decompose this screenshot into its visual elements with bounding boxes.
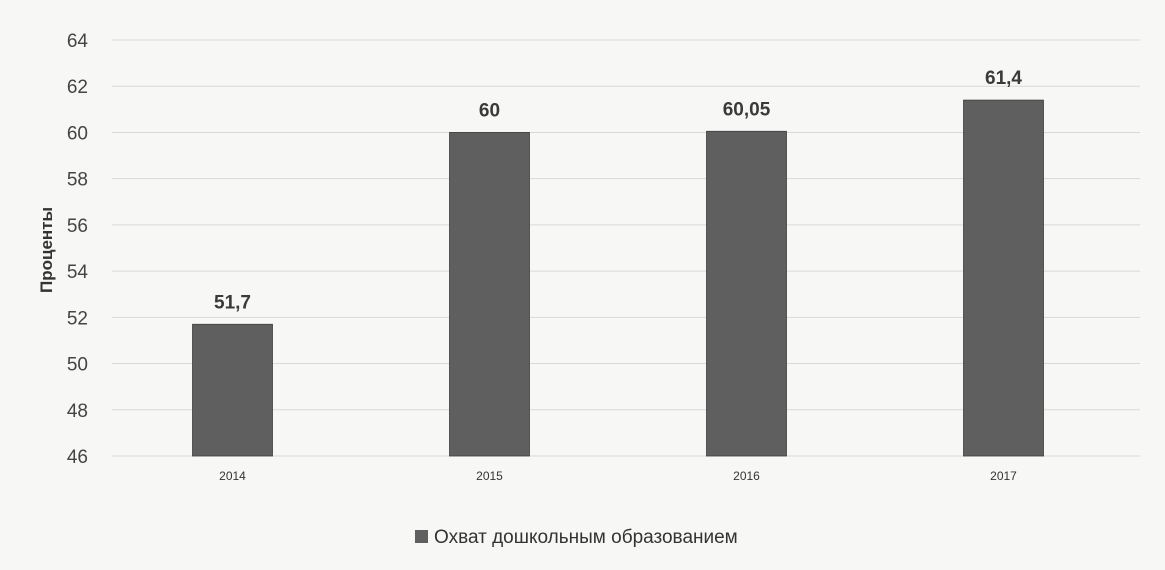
x-tick-label: 2015 [476, 469, 503, 483]
bars [192, 99, 1044, 457]
legend-label: Охват дошкольным образованием [434, 527, 738, 548]
y-axis-title: Проценты [37, 207, 56, 293]
x-tick-label: 2014 [219, 469, 246, 483]
data-label-2015: 60 [479, 100, 500, 121]
legend: Охват дошкольным образованием [415, 527, 738, 548]
y-tick-label: 58 [67, 170, 88, 191]
data-labels: 51,7 60 60,05 61,4 [214, 68, 1022, 313]
y-tick-label: 52 [67, 308, 88, 329]
x-tick-label: 2017 [990, 469, 1017, 483]
bar-2017 [963, 99, 1044, 457]
y-tick-label: 64 [67, 31, 89, 52]
y-tick-label: 60 [67, 123, 88, 144]
data-label-2014: 51,7 [214, 292, 251, 313]
y-axis-ticks: 46 48 50 52 54 56 58 60 62 64 [67, 31, 89, 468]
grid-lines [112, 39, 1140, 457]
y-tick-label: 56 [67, 216, 88, 237]
legend-swatch [415, 530, 428, 543]
bar-2015 [449, 132, 530, 457]
y-tick-label: 50 [67, 355, 88, 376]
y-tick-label: 48 [67, 401, 88, 422]
data-label-2017: 61,4 [985, 68, 1022, 89]
x-axis-ticks: 2014 2015 2016 2017 [219, 469, 1017, 483]
y-tick-label: 62 [67, 77, 88, 98]
x-tick-label: 2016 [733, 469, 760, 483]
y-tick-label: 46 [67, 447, 88, 468]
bar-2016 [706, 130, 787, 457]
bar-2014 [192, 323, 273, 457]
data-label-2016: 60,05 [723, 99, 771, 120]
y-tick-label: 54 [67, 262, 89, 283]
